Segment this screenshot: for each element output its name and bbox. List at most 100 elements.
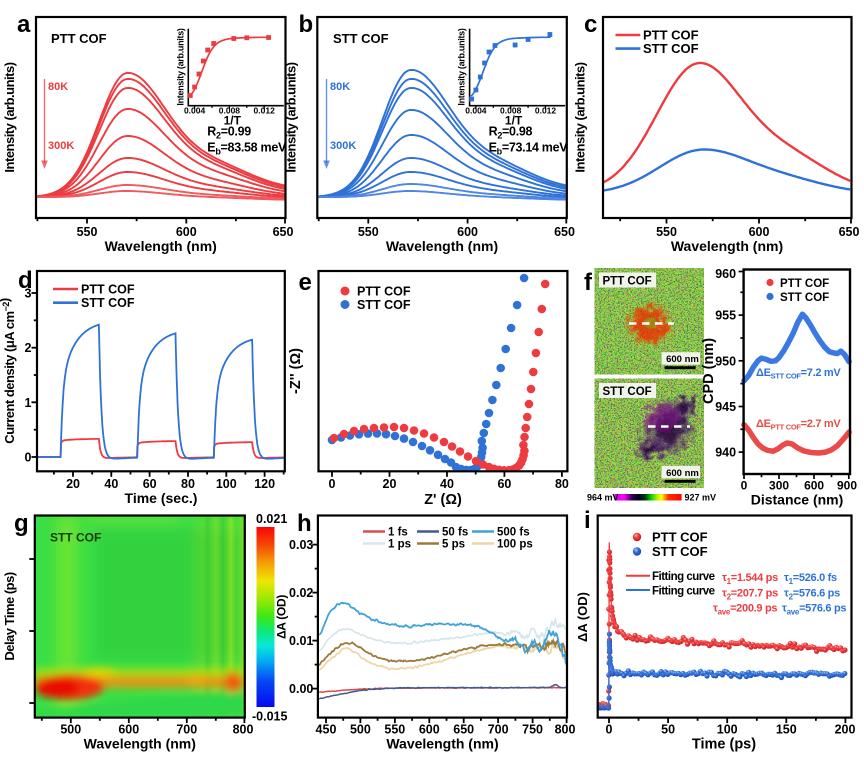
svg-text:STT COF: STT COF: [652, 544, 708, 559]
svg-text:600: 600: [804, 479, 824, 493]
svg-text:600 nm: 600 nm: [666, 354, 699, 365]
svg-text:τ1=526.0 fs: τ1=526.0 fs: [784, 572, 837, 586]
svg-text:955: 955: [715, 309, 736, 323]
svg-text:PTT COF: PTT COF: [780, 278, 829, 290]
svg-text:100 ps: 100 ps: [497, 539, 533, 551]
svg-text:CPD (nm): CPD (nm): [701, 338, 717, 404]
svg-text:1/T: 1/T: [224, 113, 242, 127]
svg-text:80K: 80K: [330, 81, 350, 93]
svg-text:PTT COF: PTT COF: [603, 275, 652, 287]
svg-text:927 mV: 927 mV: [685, 493, 717, 503]
svg-text:550: 550: [656, 225, 677, 239]
svg-text:650: 650: [554, 225, 575, 239]
svg-text:PTT COF: PTT COF: [81, 283, 135, 297]
svg-text:960: 960: [715, 267, 736, 281]
svg-text:τave=200.9 ps: τave=200.9 ps: [713, 603, 777, 617]
svg-text:550: 550: [358, 225, 379, 239]
svg-text:ΔA (OD): ΔA (OD): [575, 592, 590, 642]
svg-text:200: 200: [835, 723, 856, 737]
svg-text:c: c: [584, 11, 597, 38]
svg-text:Time (ps): Time (ps): [692, 737, 756, 753]
svg-text:Z' (Ω): Z' (Ω): [424, 492, 462, 508]
svg-text:600: 600: [419, 723, 440, 737]
svg-text:600: 600: [118, 723, 139, 737]
svg-text:750: 750: [522, 723, 543, 737]
svg-text:80K: 80K: [48, 81, 68, 93]
svg-text:700: 700: [176, 723, 197, 737]
svg-text:80: 80: [181, 477, 195, 491]
svg-text:τ2=576.6 ps: τ2=576.6 ps: [784, 587, 840, 601]
svg-text:h: h: [297, 510, 312, 537]
svg-text:Intensity (arb.units): Intensity (arb.units): [457, 28, 467, 106]
svg-text:600: 600: [176, 225, 197, 239]
svg-text:600: 600: [457, 225, 478, 239]
svg-text:20: 20: [66, 477, 80, 491]
svg-text:500: 500: [350, 723, 371, 737]
svg-text:800: 800: [233, 723, 254, 737]
svg-text:300K: 300K: [330, 140, 356, 152]
svg-text:1 fs: 1 fs: [388, 527, 408, 539]
svg-text:1/T: 1/T: [505, 113, 523, 127]
svg-text:650: 650: [273, 225, 294, 239]
svg-text:STT COF: STT COF: [603, 386, 652, 398]
svg-text:Current density (μA cm−2): Current density (μA cm−2): [0, 298, 17, 444]
svg-text:PTT COF: PTT COF: [51, 31, 107, 46]
svg-text:Wavelength (nm): Wavelength (nm): [386, 736, 498, 752]
svg-text:0.012: 0.012: [254, 106, 276, 116]
svg-text:f: f: [584, 269, 593, 296]
svg-text:450: 450: [316, 723, 337, 737]
svg-text:800: 800: [555, 723, 576, 737]
svg-text:Intensity (arb.units): Intensity (arb.units): [573, 62, 588, 172]
svg-text:STT COF: STT COF: [357, 298, 411, 312]
svg-text:0.008: 0.008: [500, 106, 522, 116]
svg-text:550: 550: [77, 225, 98, 239]
svg-text:Fitting curve: Fitting curve: [652, 571, 715, 583]
svg-text:500: 500: [60, 723, 81, 737]
svg-text:600 nm: 600 nm: [666, 468, 699, 479]
svg-text:100: 100: [717, 723, 738, 737]
svg-text:STT COF: STT COF: [780, 292, 829, 304]
svg-text:Eb=83.58 meV: Eb=83.58 meV: [207, 141, 287, 157]
svg-text:0.012: 0.012: [535, 106, 557, 116]
svg-text:40: 40: [104, 477, 118, 491]
svg-text:600: 600: [749, 225, 770, 239]
svg-text:60: 60: [497, 477, 511, 491]
svg-text:STT COF: STT COF: [333, 31, 389, 46]
svg-text:0.00: 0.00: [289, 682, 313, 696]
svg-text:τ1=1.544 ps: τ1=1.544 ps: [722, 572, 778, 586]
svg-text:b: b: [299, 11, 314, 38]
svg-text:STT COF: STT COF: [643, 41, 699, 56]
svg-text:550: 550: [384, 723, 405, 737]
svg-text:300K: 300K: [48, 140, 74, 152]
svg-text:650: 650: [839, 225, 860, 239]
svg-text:50 fs: 50 fs: [442, 527, 468, 539]
svg-text:PTT COF: PTT COF: [643, 28, 699, 43]
svg-text:0.01: 0.01: [289, 634, 313, 648]
svg-text:-Z'' (Ω): -Z'' (Ω): [288, 348, 304, 394]
svg-text:964 mV: 964 mV: [587, 493, 619, 503]
svg-text:Wavelength (nm): Wavelength (nm): [105, 238, 217, 254]
svg-text:50: 50: [661, 723, 675, 737]
svg-text:Intensity (arb.units): Intensity (arb.units): [175, 28, 185, 106]
svg-text:STT COF: STT COF: [81, 296, 135, 310]
svg-text:650: 650: [453, 723, 474, 737]
svg-text:-0.015: -0.015: [252, 710, 287, 724]
svg-text:e: e: [299, 269, 312, 296]
svg-text:τ2=207.7 ps: τ2=207.7 ps: [722, 587, 778, 601]
svg-text:ΔA (OD): ΔA (OD): [275, 595, 289, 639]
svg-text:Time (sec.): Time (sec.): [125, 490, 198, 506]
svg-text:Wavelength (nm): Wavelength (nm): [84, 736, 196, 752]
svg-text:τave=576.6 ps: τave=576.6 ps: [782, 603, 846, 617]
svg-text:0.004: 0.004: [184, 106, 206, 116]
svg-text:500 fs: 500 fs: [497, 527, 530, 539]
svg-text:945: 945: [715, 400, 736, 414]
svg-text:940: 940: [715, 446, 736, 460]
svg-text:PTT COF: PTT COF: [357, 285, 411, 299]
svg-text:Fitting curve: Fitting curve: [652, 585, 715, 597]
svg-text:150: 150: [776, 723, 797, 737]
svg-text:i: i: [584, 507, 591, 534]
svg-text:Wavelength (nm): Wavelength (nm): [386, 238, 498, 254]
svg-text:900: 900: [837, 479, 857, 493]
svg-text:PTT COF: PTT COF: [652, 530, 708, 545]
svg-text:R2=0.99: R2=0.99: [207, 125, 251, 141]
